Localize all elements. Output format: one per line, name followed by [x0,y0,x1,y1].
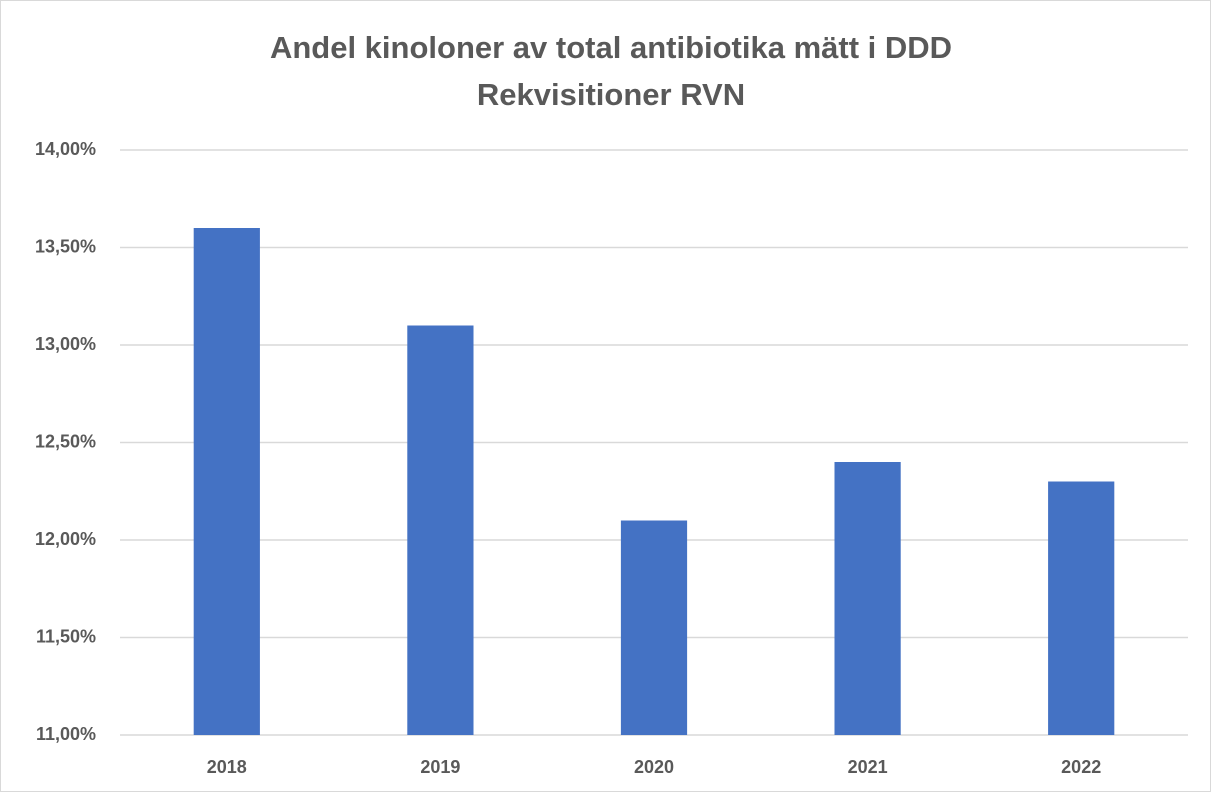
bar [834,462,901,735]
x-tick-label: 2021 [848,757,888,777]
y-tick-label: 13,50% [35,236,96,256]
bar [620,520,688,735]
x-tick-label: 2019 [420,757,460,777]
y-tick-label: 11,50% [36,626,96,646]
x-tick-label: 2018 [207,757,247,777]
y-tick-label: 12,00% [35,529,96,549]
y-tick-label: 13,00% [35,334,96,354]
bar [407,325,474,735]
chart-subtitle: Rekvisitioner RVN [477,77,745,112]
y-tick-label: 12,50% [35,431,96,451]
y-tick-label: 14,00% [35,139,96,159]
bar [193,228,260,735]
bar [1048,481,1115,735]
y-tick-label: 11,00% [36,724,96,744]
x-tick-label: 2020 [634,757,674,777]
chart-title: Andel kinoloner av total antibiotika mät… [270,30,952,65]
x-tick-label: 2022 [1061,757,1101,777]
